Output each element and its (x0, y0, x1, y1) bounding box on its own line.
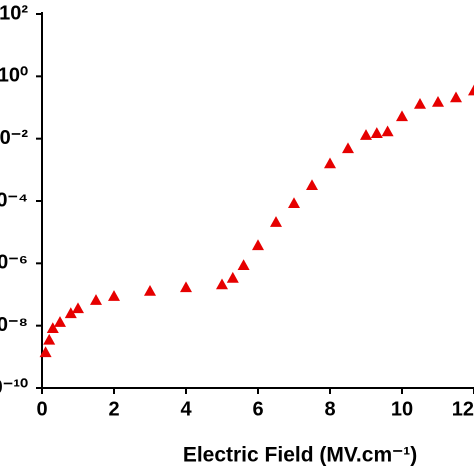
data-point (306, 179, 318, 191)
data-point (468, 84, 474, 96)
data-point (396, 110, 408, 122)
data-point (226, 271, 239, 283)
data-point (43, 333, 56, 345)
data-point (432, 96, 444, 107)
x-axis-title: Electric Field (MV.cm⁻¹) (183, 444, 417, 467)
data-point (144, 284, 156, 296)
y-tick-label: 10⁻⁴ (0, 189, 28, 211)
y-tick-label: 10⁻⁸ (0, 314, 28, 336)
x-tick-label: 0 (36, 398, 47, 420)
x-tick-label: 2 (108, 398, 119, 420)
x-tick-label: 10 (391, 398, 413, 420)
data-point (90, 294, 102, 305)
data-point (46, 322, 59, 333)
data-point (324, 157, 336, 169)
data-point (381, 125, 394, 137)
y-tick-label: 10⁻⁶ (0, 252, 28, 274)
data-point (288, 197, 300, 208)
data-point (360, 129, 372, 140)
data-point (54, 316, 66, 327)
data-point (39, 346, 52, 358)
data-point (180, 281, 192, 293)
data-point (108, 290, 120, 301)
y-tick-label: 10⁻¹⁰ (0, 376, 28, 398)
data-point (342, 142, 354, 154)
x-tick-label: 6 (252, 398, 263, 420)
x-tick-label: 4 (180, 398, 192, 420)
data-point (72, 302, 84, 314)
data-point (414, 97, 426, 109)
x-tick-label: 8 (324, 398, 335, 420)
x-tick-label: 12 (452, 398, 474, 420)
y-tick-label: 10² (0, 2, 28, 24)
data-point (216, 278, 228, 290)
data-point (64, 307, 77, 319)
y-tick-label: 10⁻² (0, 127, 28, 149)
y-tick-label: 10⁰ (0, 65, 28, 87)
data-point (270, 216, 282, 227)
data-point (237, 259, 250, 271)
data-point (450, 91, 462, 103)
data-point (252, 239, 264, 251)
data-point (370, 127, 383, 138)
